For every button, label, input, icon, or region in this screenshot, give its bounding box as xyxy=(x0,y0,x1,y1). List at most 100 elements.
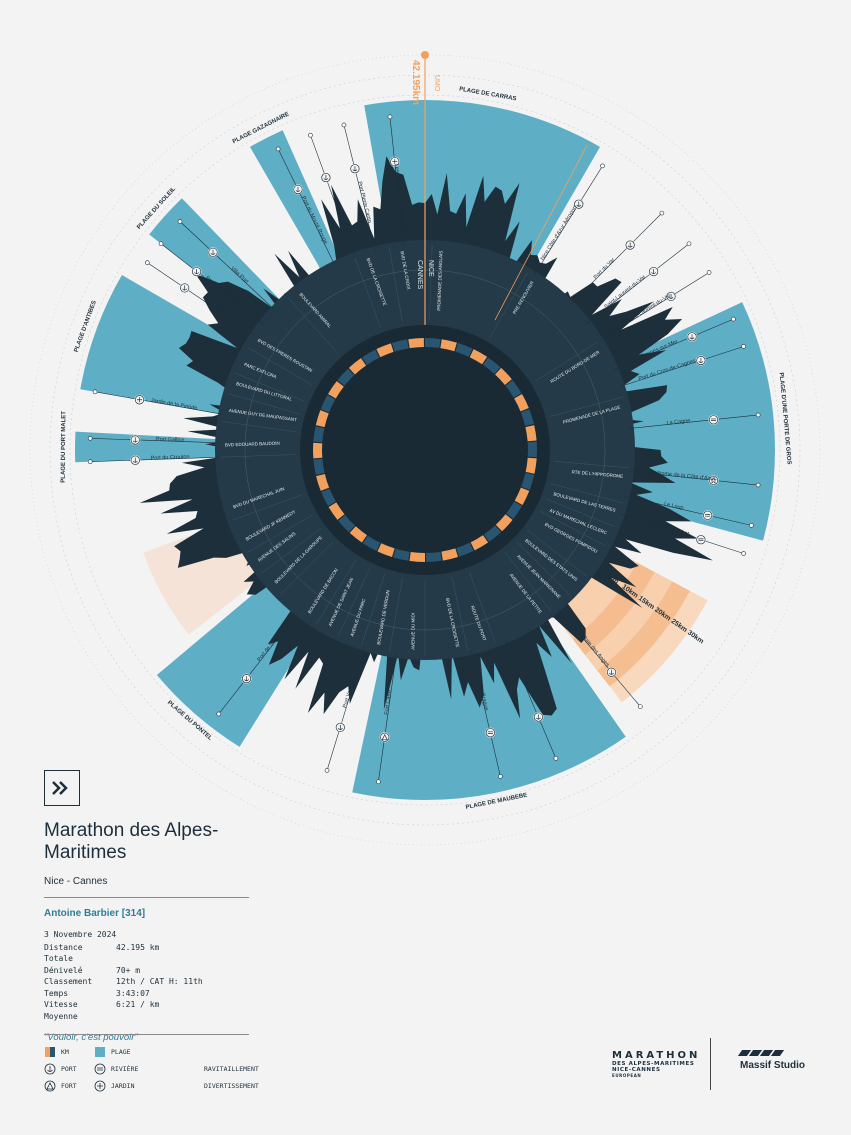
port-icon xyxy=(207,247,219,258)
stat-value: 42.195 km xyxy=(116,942,160,952)
place-leader xyxy=(160,243,264,325)
legend-label: RAVITAILLEMENT xyxy=(204,1064,259,1073)
legend-item-fort: FORT xyxy=(44,1080,94,1092)
km-segment xyxy=(361,349,380,365)
port-icon xyxy=(130,455,141,466)
place-leader xyxy=(95,391,224,415)
km-segment xyxy=(441,548,459,561)
km-segment xyxy=(338,515,355,533)
legend-item-divertissement: DIVERTISSEMENT xyxy=(199,1080,259,1092)
jardin-icon xyxy=(94,1080,106,1091)
place-dot xyxy=(755,412,761,418)
place-leader xyxy=(586,243,690,325)
km-segment xyxy=(469,349,488,365)
port-icon xyxy=(625,239,636,251)
km-segment xyxy=(313,442,323,459)
port-icon xyxy=(44,1063,56,1074)
brand-sub2: NICE-CANNES xyxy=(612,1067,661,1073)
port-icon xyxy=(606,667,617,678)
km-segment xyxy=(348,358,367,375)
beach-label: PLAGE DU PORT MALET xyxy=(61,411,68,483)
km-segment xyxy=(320,395,336,413)
street-label: AVENUE DU MIDI xyxy=(411,613,416,650)
stat-row: Vitesse Moyenne 6:21 / km xyxy=(44,999,249,1022)
stat-value: 6:21 / km xyxy=(116,1000,160,1009)
street-divider xyxy=(279,541,334,596)
place-leader xyxy=(389,116,404,247)
street-label: BVD DE LA CROIX xyxy=(400,251,412,290)
port-icon xyxy=(686,331,698,342)
street-divider xyxy=(361,573,386,646)
place-dot xyxy=(177,219,183,224)
km-segment xyxy=(505,380,522,398)
end-label: CANNES xyxy=(416,260,423,290)
place-label: La Brague xyxy=(478,685,490,711)
fort-icon xyxy=(44,1080,56,1091)
port-icon xyxy=(292,184,304,195)
km-segment xyxy=(408,338,424,349)
km-segment xyxy=(514,487,530,505)
riviere-icon xyxy=(94,1063,106,1074)
place-leader xyxy=(628,414,759,429)
km-segment xyxy=(521,472,535,490)
stat-key: Temps xyxy=(44,988,69,998)
km-segment xyxy=(321,488,336,506)
riviere-icon xyxy=(702,510,713,521)
street-divider xyxy=(261,528,322,574)
km-segment xyxy=(525,457,537,474)
stat-value: 3:43:07 xyxy=(116,988,150,998)
km-segment xyxy=(337,368,355,386)
place-leader xyxy=(613,318,734,371)
port-icon xyxy=(179,282,190,294)
km-segment xyxy=(527,441,538,458)
place-dot xyxy=(638,704,643,709)
port-icon xyxy=(349,163,361,174)
place-leader xyxy=(326,645,366,771)
port-icon xyxy=(335,722,346,733)
place-leader xyxy=(556,606,641,707)
double-chevron-icon xyxy=(52,781,68,795)
place-dot xyxy=(498,774,503,779)
place-leader xyxy=(598,272,710,342)
street-divider xyxy=(550,396,624,417)
place-dot xyxy=(706,270,712,275)
legend-label: KM xyxy=(61,1047,69,1056)
divertissement-icon xyxy=(708,475,719,486)
runner-name: Antoine Barbier [314] xyxy=(44,908,146,919)
stat-key: Classement xyxy=(44,977,93,986)
legend-item-jardin: JARDIN xyxy=(94,1080,199,1092)
stat-row: Distance Totale 42.195 km xyxy=(44,942,249,965)
place-dot xyxy=(749,523,754,528)
stat-key: Vitesse Moyenne xyxy=(44,1000,78,1021)
legend-label: DIVERTISSEMENT xyxy=(204,1081,259,1090)
stat-value: 12th / CAT H: 11th xyxy=(116,977,203,986)
street-label: PROMENADE DES ANGLAIS xyxy=(436,251,443,311)
studio-name: Massif Studio xyxy=(740,1060,806,1071)
outer-ring-0 xyxy=(69,94,781,806)
km-segment xyxy=(328,381,344,399)
km-segment xyxy=(506,501,522,519)
street-divider xyxy=(527,529,587,577)
km-segment xyxy=(362,535,381,551)
place-leader xyxy=(619,346,744,387)
marathon-logo: MARATHON DES ALPES-MARITIMES NICE-CANNES… xyxy=(612,1050,700,1079)
stat-key: Dénivelé xyxy=(44,965,83,975)
studio-logo: Massif Studio xyxy=(737,1050,806,1071)
core xyxy=(325,350,525,550)
street-divider xyxy=(429,245,433,321)
street-divider xyxy=(539,510,607,547)
race-title: Marathon des Alpes-Maritimes xyxy=(44,820,219,863)
km-segment xyxy=(440,339,457,352)
port-icon xyxy=(573,199,584,210)
massif-icon xyxy=(737,1050,805,1056)
plage-icon xyxy=(95,1046,105,1057)
place-dot xyxy=(324,768,330,773)
place-dot xyxy=(144,260,150,265)
place-dot xyxy=(87,436,93,441)
street-divider xyxy=(550,483,624,504)
street-divider xyxy=(354,257,381,328)
riviere-icon xyxy=(708,414,719,425)
place-dot xyxy=(308,132,313,138)
logo-badge xyxy=(44,770,80,806)
legend-row: KM PLAGE xyxy=(44,1043,249,1060)
